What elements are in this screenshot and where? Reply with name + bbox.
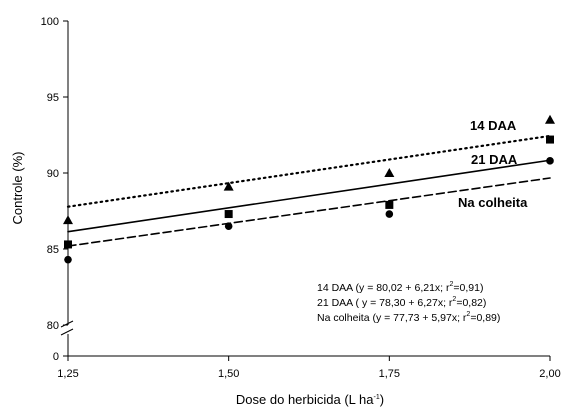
marker-circle [385, 210, 394, 218]
x-tick-label: 1,75 [379, 368, 400, 380]
fit-line-14daa [66, 134, 552, 208]
series-label-14daa: 14 DAA [470, 118, 517, 133]
equation-21daa: 21 DAA ( y = 78,30 + 6,27x; r2=0,82) [317, 296, 486, 309]
marker-triangle [384, 168, 395, 177]
marker-triangle [545, 114, 555, 124]
series-label-na-colheita: Na colheita [458, 195, 528, 210]
marker-square [385, 200, 394, 209]
marker-square [546, 135, 554, 144]
fit-line-na-colheita [67, 177, 551, 247]
y-tick-label: 95 [47, 92, 59, 104]
x-axis-ticks: 1,25 1,50 1,75 2,00 [57, 356, 561, 380]
axis-break-mark-bottom [60, 328, 74, 336]
y-tick-label: 85 [47, 244, 59, 256]
marker-circle [224, 222, 233, 230]
regression-lines [66, 134, 552, 247]
marker-triangle [63, 215, 73, 225]
y-axis-title: Controle (%) [10, 152, 25, 225]
fit-line-21daa [67, 159, 551, 233]
x-tick-label: 1,50 [218, 368, 239, 380]
equation-14daa: 14 DAA (y = 80,02 + 6,21x; r2=0,91) [317, 281, 483, 294]
y-tick-label: 90 [47, 168, 59, 180]
marker-circle [64, 255, 72, 264]
x-tick-label: 2,00 [539, 368, 560, 380]
series-label-21daa: 21 DAA [471, 152, 518, 167]
data-markers [63, 114, 555, 264]
y-tick-label: 80 [47, 320, 59, 332]
x-tick-label: 1,25 [57, 368, 78, 380]
marker-square [64, 240, 72, 249]
y-tick-label: 0 [53, 351, 59, 363]
marker-circle [546, 157, 554, 165]
axis-break-mark-top [60, 320, 74, 328]
y-tick-label: 100 [41, 16, 59, 28]
marker-triangle [223, 181, 234, 191]
y-axis-ticks: 100 95 90 85 80 0 [41, 16, 68, 363]
marker-square [224, 210, 233, 219]
x-axis-title: Dose do herbicida (L ha-1) [236, 392, 384, 407]
equation-na-colheita: Na colheita (y = 77,73 + 5,97x; r2=0,89) [317, 311, 500, 324]
